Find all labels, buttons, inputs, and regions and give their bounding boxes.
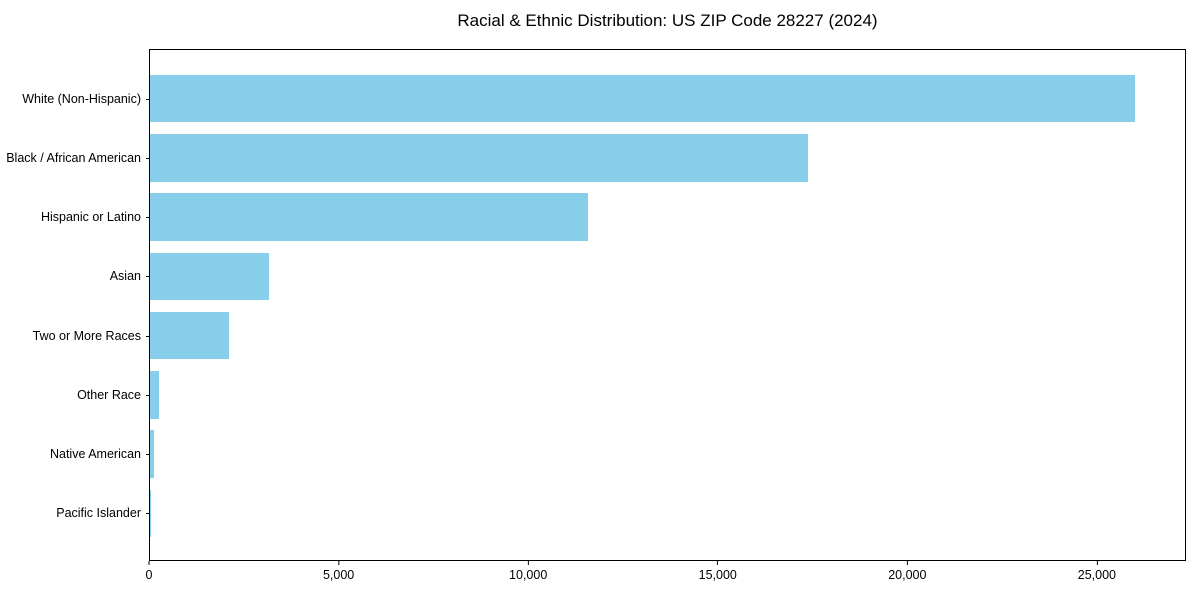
y-tick-mark: [146, 454, 150, 456]
x-tick-label: 20,000: [888, 568, 927, 582]
x-tick: 5,000: [323, 561, 354, 582]
bar-row: Other Race: [77, 365, 1185, 424]
x-tick-label: 15,000: [698, 568, 737, 582]
bar: [150, 371, 159, 419]
category-label: Native American: [49, 447, 141, 462]
x-tick: 15,000: [699, 561, 737, 582]
bar: [150, 134, 808, 182]
x-tick-mark: [148, 561, 150, 565]
chart-title: Racial & Ethnic Distribution: US ZIP Cod…: [457, 11, 878, 30]
y-tick-mark: [146, 98, 150, 100]
x-tick-mark: [717, 561, 719, 565]
y-tick-mark: [146, 394, 150, 396]
bar-row: Asian: [110, 247, 1185, 306]
x-tick-mark: [527, 561, 529, 565]
bar: [150, 489, 151, 538]
x-tick-label: 10,000: [509, 568, 548, 582]
x-tick: 0: [145, 561, 153, 582]
bar-rows-container: White (Non-Hispanic) Black / African Amer…: [6, 50, 1185, 560]
x-tick: 10,000: [509, 561, 547, 582]
plot-area: White (Non-Hispanic) Black / African Amer…: [6, 49, 1186, 561]
y-tick-mark: [146, 157, 150, 159]
bar-row: White (Non-Hispanic): [22, 69, 1185, 128]
bar: [150, 311, 229, 360]
bar: [150, 252, 269, 301]
bar: [150, 430, 155, 478]
x-tick-mark: [338, 561, 340, 565]
y-tick-mark: [146, 217, 150, 219]
bar-row: Pacific Islander: [56, 484, 1185, 543]
x-tick-label: 0: [145, 568, 153, 582]
category-label: Black / African American: [6, 150, 141, 165]
bar: [150, 193, 589, 241]
x-tick: 20,000: [888, 561, 926, 582]
category-label: Asian: [109, 269, 141, 284]
x-tick-mark: [1096, 561, 1098, 565]
x-axis-ticks: 0 5,000 10,000 15,000 20,000 25,000: [145, 561, 1186, 591]
x-tick: 25,000: [1078, 561, 1116, 582]
x-tick-label: 25,000: [1077, 568, 1117, 582]
bar-row: Hispanic or Latino: [41, 188, 1185, 247]
bar-row: Two or More Races: [33, 306, 1185, 365]
bar: [150, 74, 1136, 123]
y-tick-mark: [146, 335, 150, 337]
category-label: Two or More Races: [32, 328, 141, 343]
bar-row: Black / African American: [6, 128, 1185, 187]
x-tick-label: 5,000: [322, 568, 355, 582]
bar-row: Native American: [50, 425, 1185, 484]
category-label: Other Race: [77, 387, 141, 402]
x-tick-mark: [906, 561, 908, 565]
y-tick-mark: [146, 276, 150, 278]
category-label: White (Non-Hispanic): [22, 91, 141, 106]
y-tick-mark: [146, 513, 150, 515]
category-label: Hispanic or Latino: [40, 210, 141, 225]
category-label: Pacific Islander: [56, 506, 141, 521]
